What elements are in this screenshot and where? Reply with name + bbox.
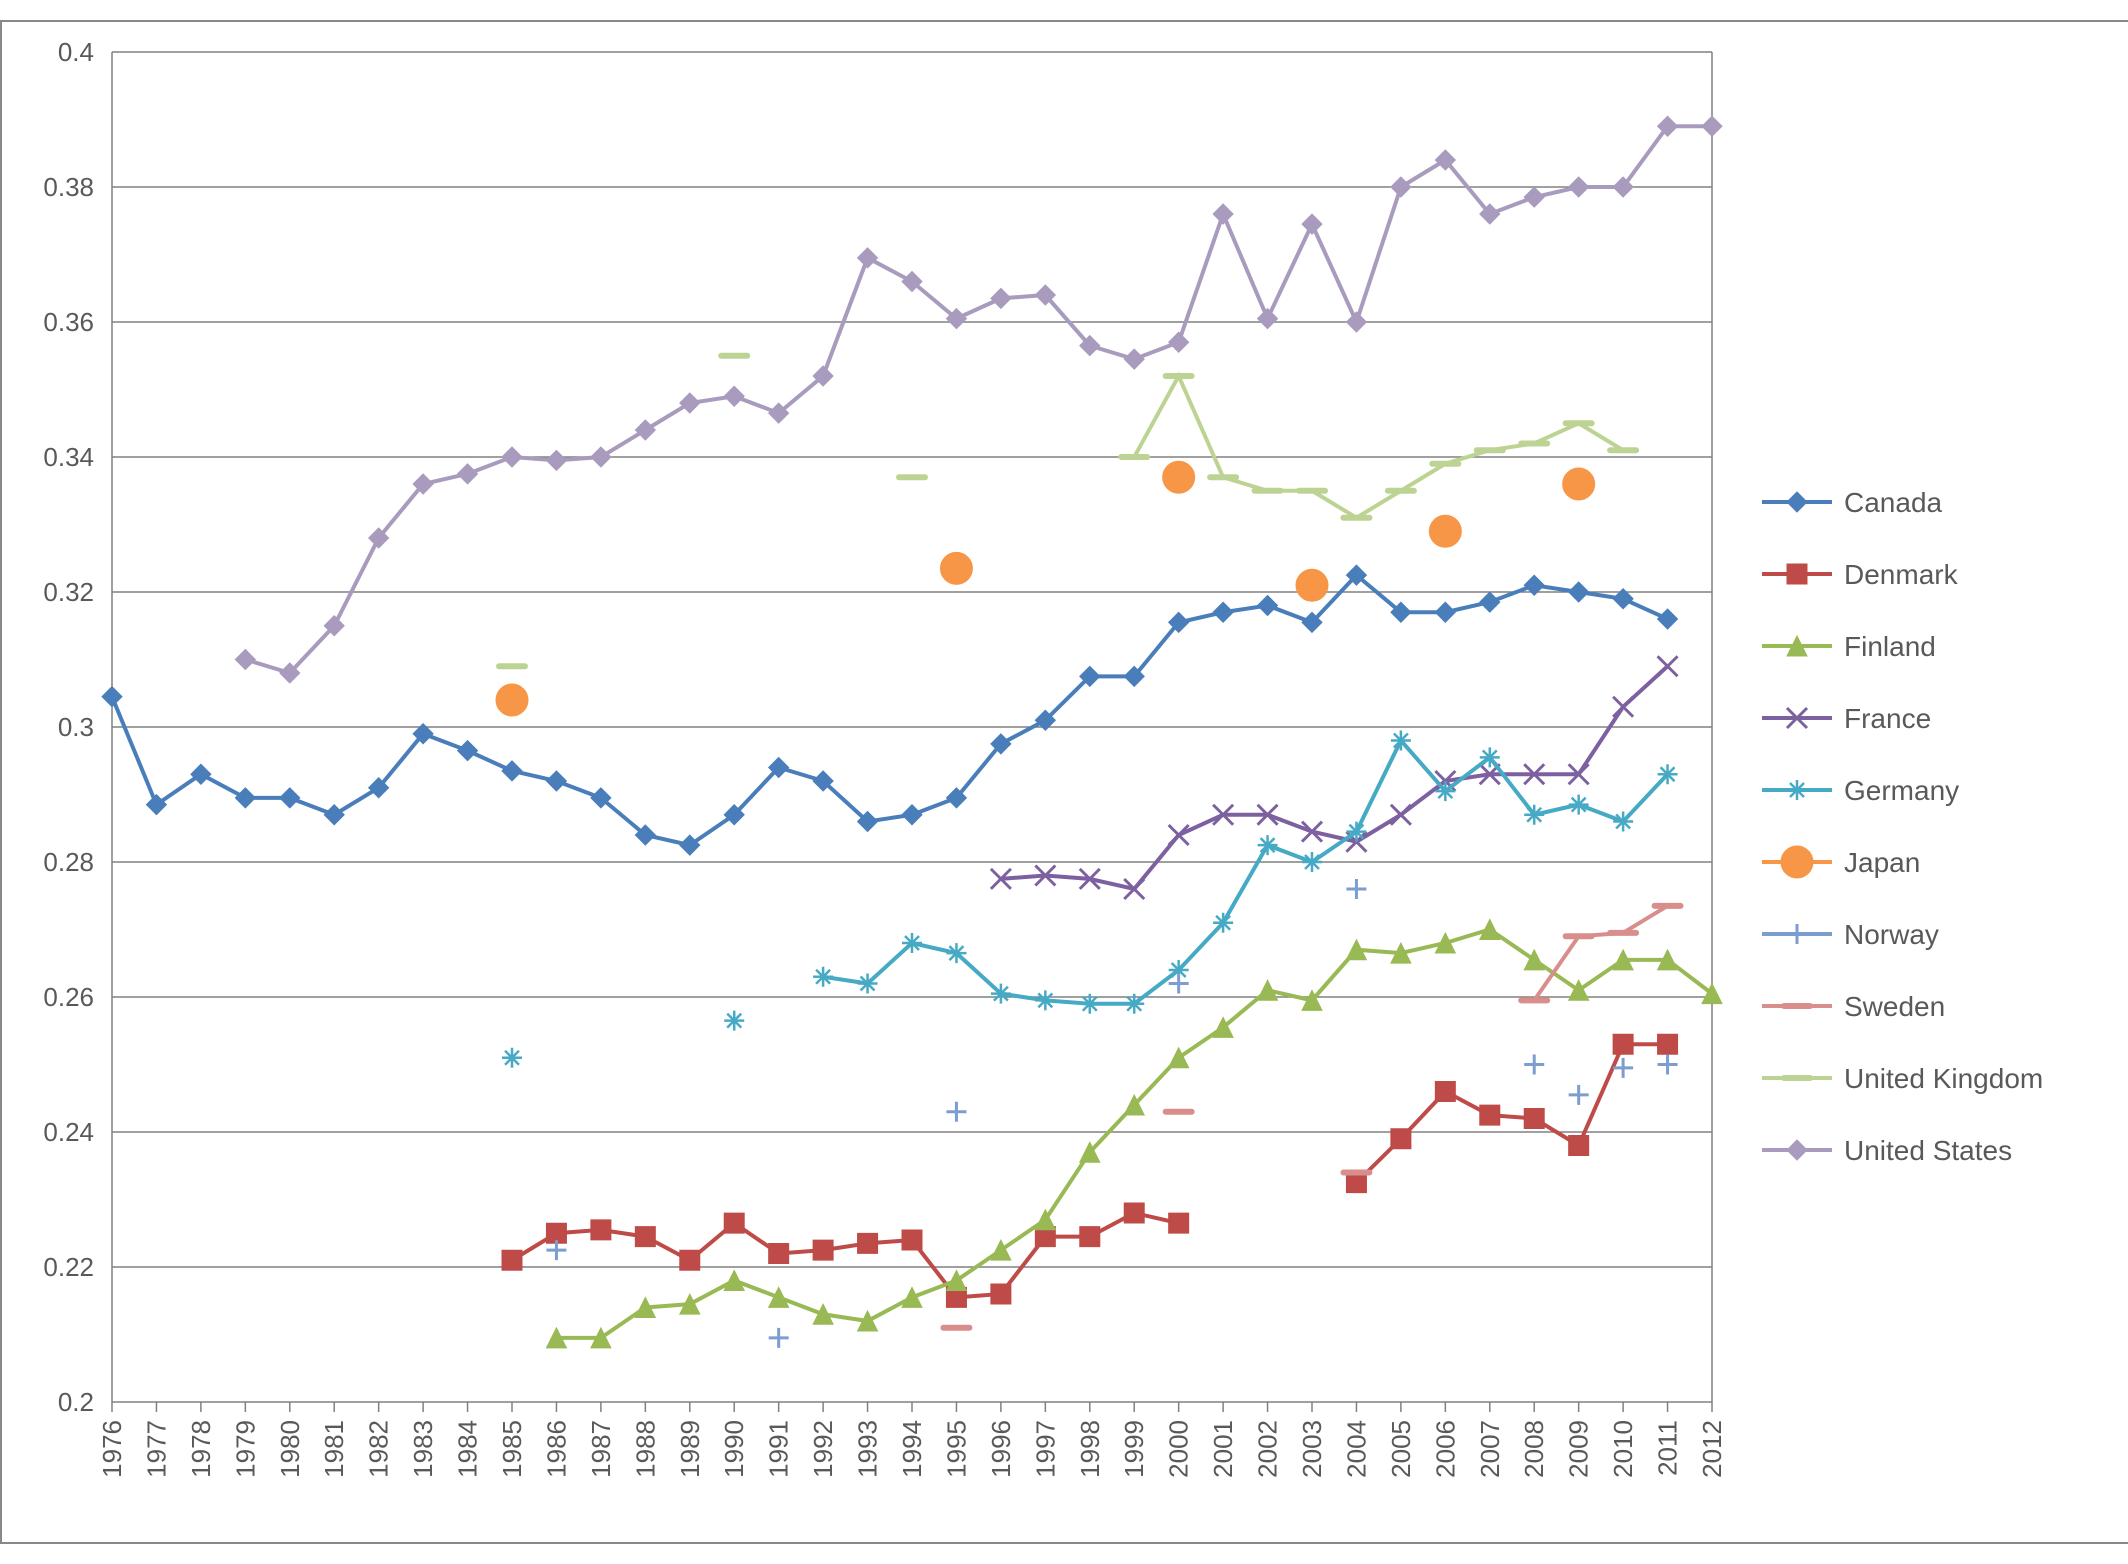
svg-text:1997: 1997 — [1030, 1420, 1060, 1478]
svg-text:1989: 1989 — [675, 1420, 705, 1478]
legend-item-sweden: Sweden — [1762, 991, 1945, 1022]
legend-item-denmark: Denmark — [1762, 559, 1959, 590]
svg-text:0.26: 0.26 — [43, 982, 94, 1012]
svg-text:1995: 1995 — [941, 1420, 971, 1478]
svg-text:1976: 1976 — [97, 1420, 127, 1478]
svg-text:1984: 1984 — [453, 1420, 483, 1478]
svg-text:1986: 1986 — [541, 1420, 571, 1478]
svg-text:0.2: 0.2 — [58, 1387, 94, 1417]
svg-text:1987: 1987 — [586, 1420, 616, 1478]
svg-text:1977: 1977 — [141, 1420, 171, 1478]
svg-text:1990: 1990 — [719, 1420, 749, 1478]
svg-text:2003: 2003 — [1297, 1420, 1327, 1478]
legend-item-japan: Japan — [1762, 846, 1920, 878]
legend-item-finland: Finland — [1762, 631, 1936, 662]
svg-text:0.22: 0.22 — [43, 1252, 94, 1282]
svg-text:2009: 2009 — [1564, 1420, 1594, 1478]
svg-text:1996: 1996 — [986, 1420, 1016, 1478]
svg-text:1993: 1993 — [853, 1420, 883, 1478]
svg-text:2007: 2007 — [1475, 1420, 1505, 1478]
svg-text:2001: 2001 — [1208, 1420, 1238, 1478]
svg-text:France: France — [1844, 703, 1931, 734]
svg-text:1988: 1988 — [630, 1420, 660, 1478]
svg-text:Germany: Germany — [1844, 775, 1959, 806]
svg-text:United Kingdom: United Kingdom — [1844, 1063, 2043, 1094]
svg-text:1994: 1994 — [897, 1420, 927, 1478]
svg-text:2004: 2004 — [1341, 1420, 1371, 1478]
svg-text:2005: 2005 — [1386, 1420, 1416, 1478]
svg-text:1991: 1991 — [764, 1420, 794, 1478]
legend-item-united-kingdom: United Kingdom — [1762, 1063, 2043, 1094]
svg-text:1979: 1979 — [230, 1420, 260, 1478]
svg-text:Norway: Norway — [1844, 919, 1939, 950]
svg-text:1981: 1981 — [319, 1420, 349, 1478]
svg-text:2012: 2012 — [1697, 1420, 1727, 1478]
svg-text:2010: 2010 — [1608, 1420, 1638, 1478]
svg-text:0.38: 0.38 — [43, 172, 94, 202]
legend-item-france: France — [1762, 703, 1931, 734]
svg-text:0.34: 0.34 — [43, 442, 94, 472]
svg-text:2002: 2002 — [1253, 1420, 1283, 1478]
legend: Canada Denmark Finland France Germany Japan No… — [1762, 487, 2043, 1166]
svg-text:1998: 1998 — [1075, 1420, 1105, 1478]
svg-text:0.28: 0.28 — [43, 847, 94, 877]
svg-text:Denmark: Denmark — [1844, 559, 1959, 590]
svg-text:0.3: 0.3 — [58, 712, 94, 742]
svg-text:0.36: 0.36 — [43, 307, 94, 337]
svg-text:1999: 1999 — [1119, 1420, 1149, 1478]
svg-text:1983: 1983 — [408, 1420, 438, 1478]
svg-text:Japan: Japan — [1844, 847, 1920, 878]
svg-text:2006: 2006 — [1430, 1420, 1460, 1478]
svg-text:1982: 1982 — [364, 1420, 394, 1478]
svg-text:1978: 1978 — [186, 1420, 216, 1478]
svg-text:1985: 1985 — [497, 1420, 527, 1478]
svg-text:United States: United States — [1844, 1135, 2012, 1166]
svg-text:1980: 1980 — [275, 1420, 305, 1478]
svg-text:2008: 2008 — [1519, 1420, 1549, 1478]
legend-item-united-states: United States — [1762, 1135, 2012, 1166]
svg-text:1992: 1992 — [808, 1420, 838, 1478]
legend-item-canada: Canada — [1762, 487, 1943, 518]
svg-text:Finland: Finland — [1844, 631, 1936, 662]
svg-text:0.24: 0.24 — [43, 1117, 94, 1147]
chart-container: 0.2 0.22 0.24 0.26 0.28 0.3 0.32 0.34 0.36 0.38 0.… — [0, 20, 2128, 1544]
svg-text:2000: 2000 — [1164, 1420, 1194, 1478]
svg-text:2011: 2011 — [1653, 1420, 1683, 1476]
legend-item-germany: Germany — [1762, 775, 1959, 806]
legend-item-norway: Norway — [1762, 919, 1939, 950]
chart-svg: 0.2 0.22 0.24 0.26 0.28 0.3 0.32 0.34 0.36 0.38 0.… — [2, 22, 2128, 1542]
svg-text:0.4: 0.4 — [58, 37, 94, 67]
svg-text:Canada: Canada — [1844, 487, 1943, 518]
svg-text:Sweden: Sweden — [1844, 991, 1945, 1022]
svg-text:0.32: 0.32 — [43, 577, 94, 607]
